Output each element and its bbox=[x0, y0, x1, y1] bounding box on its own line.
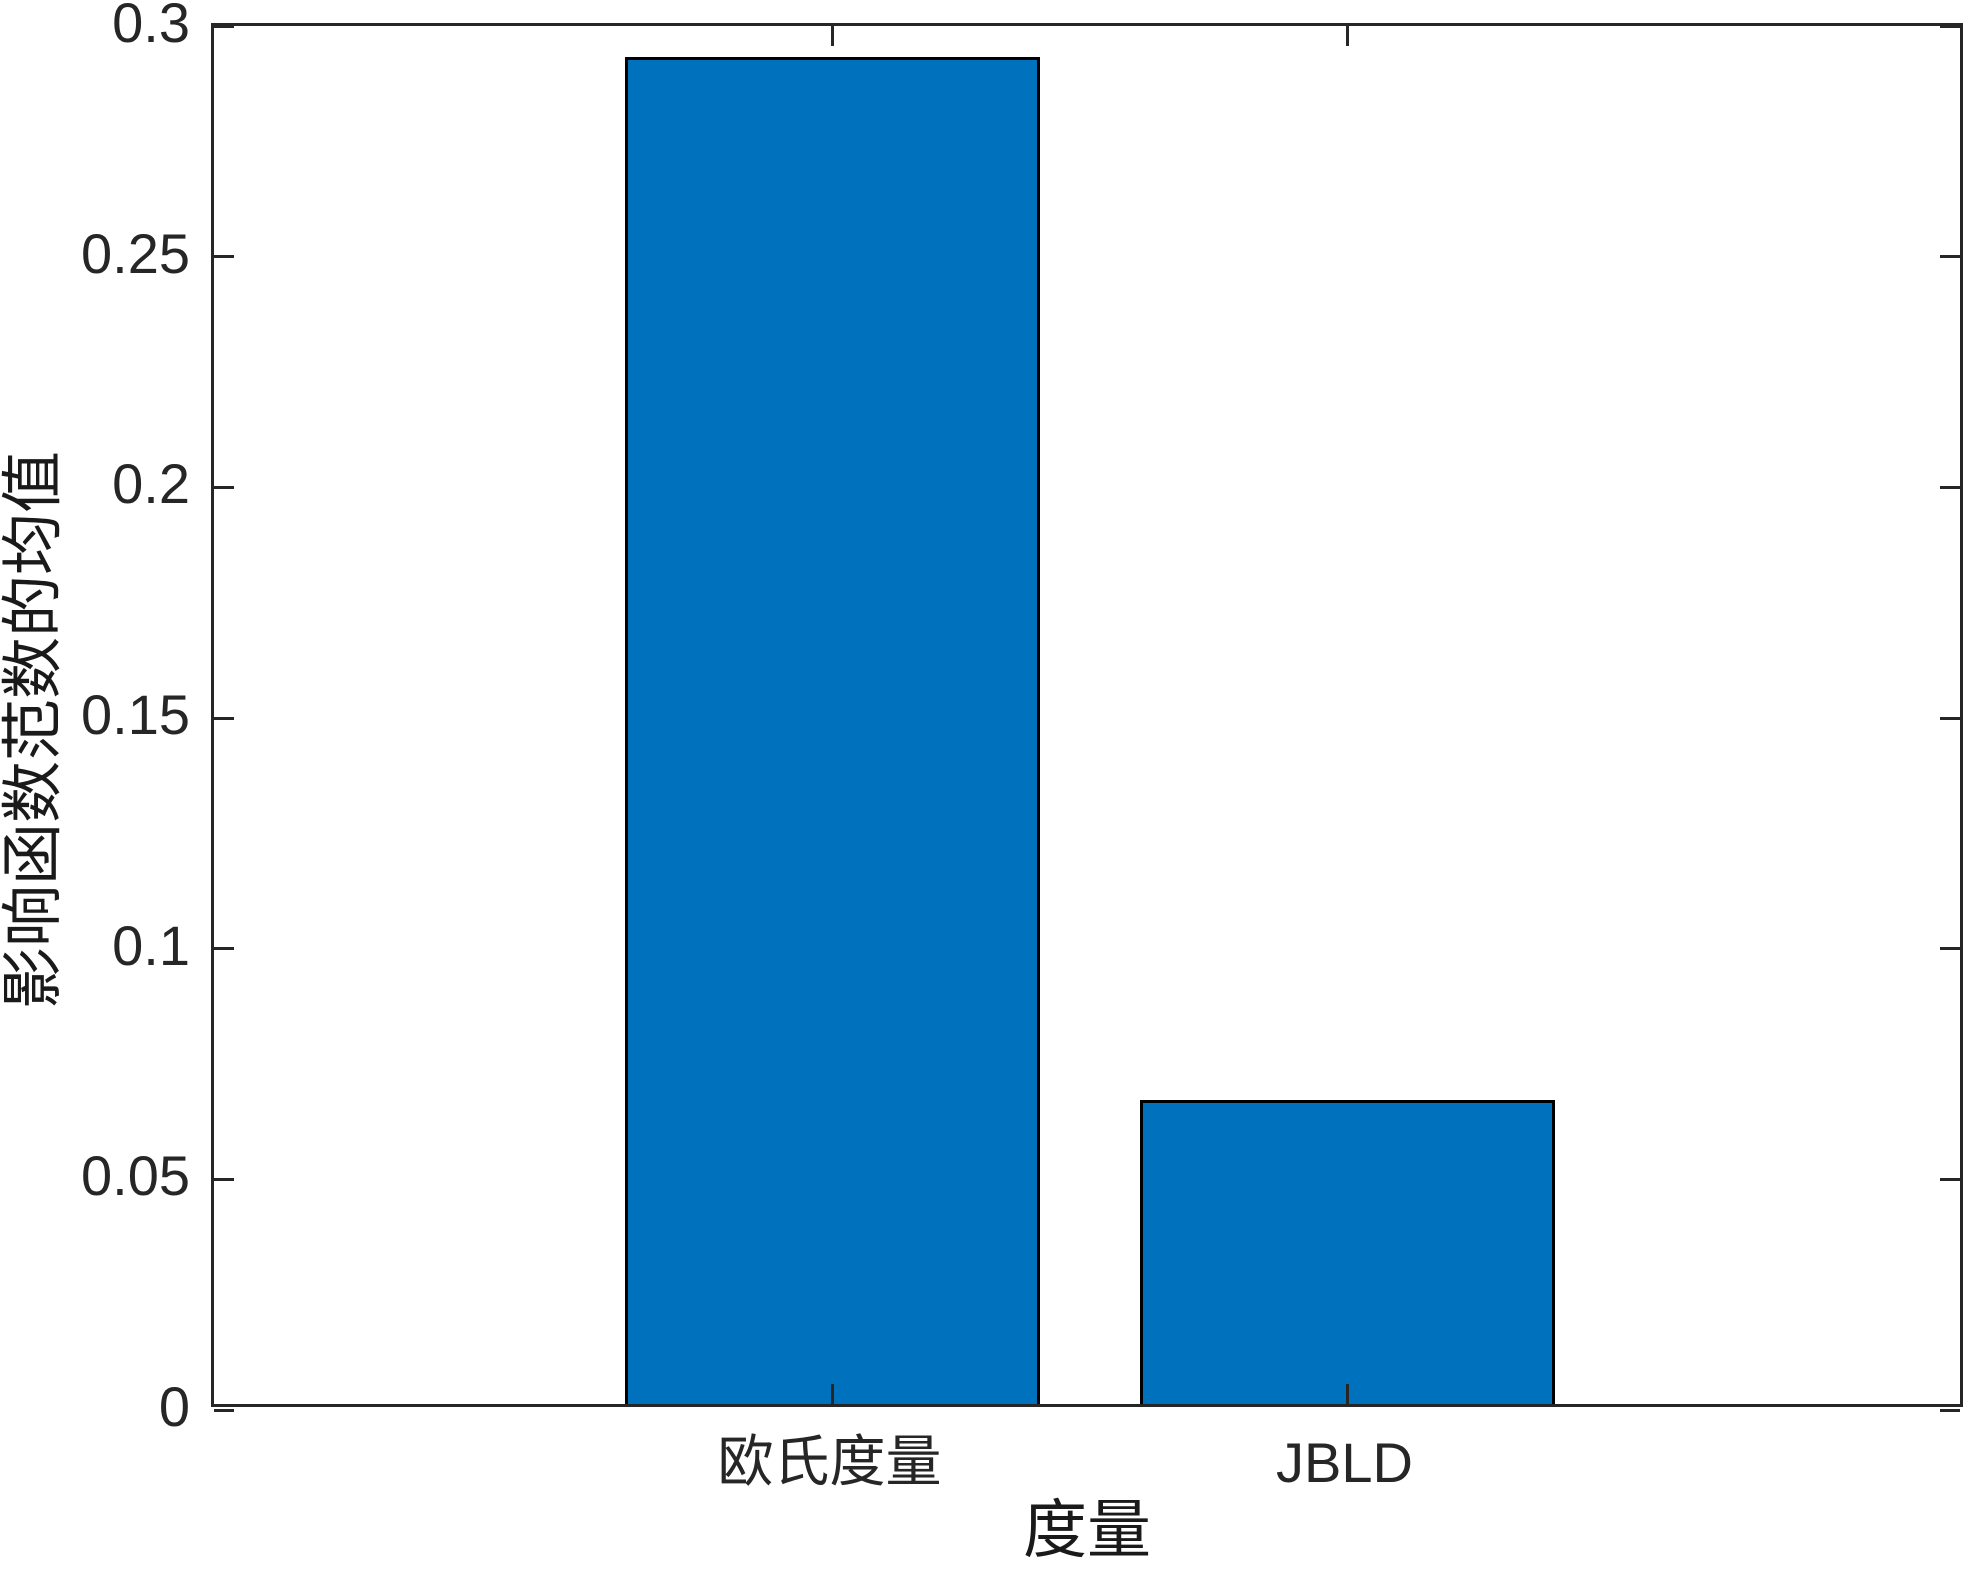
x-axis-tick-bottom bbox=[1346, 1384, 1349, 1404]
y-axis-tick-left bbox=[214, 485, 234, 489]
y-axis-tick-left bbox=[214, 24, 234, 28]
y-axis-tick-right bbox=[1940, 485, 1960, 489]
x-axis-tick-top bbox=[1346, 26, 1349, 46]
y-axis-tick-left bbox=[214, 947, 234, 951]
bar-1 bbox=[624, 56, 1040, 1404]
y-axis-tick-right bbox=[1940, 947, 1960, 951]
y-tick-label: 0.3 bbox=[112, 0, 190, 54]
y-tick-label: 0 bbox=[158, 1375, 190, 1438]
y-axis-tick-left bbox=[214, 1177, 234, 1181]
y-axis-tick-right bbox=[1940, 1177, 1960, 1181]
y-axis-tick-left bbox=[214, 255, 234, 259]
x-axis-tick-top bbox=[831, 26, 834, 46]
x-category-label: JBLD bbox=[1276, 1431, 1413, 1494]
bar-2 bbox=[1139, 1099, 1556, 1404]
y-axis-tick-left bbox=[214, 716, 234, 720]
y-axis-tick-right bbox=[1940, 1408, 1960, 1412]
y-tick-label: 0.25 bbox=[81, 221, 190, 285]
y-axis-tick-left bbox=[214, 1408, 234, 1412]
y-axis-tick-right bbox=[1940, 716, 1960, 720]
x-axis-tick-bottom bbox=[831, 1384, 834, 1404]
y-tick-label: 0.1 bbox=[112, 913, 190, 977]
y-tick-label: 0.15 bbox=[81, 683, 190, 746]
y-axis-tick-right bbox=[1940, 24, 1960, 28]
y-tick-label: 0.05 bbox=[81, 1144, 190, 1208]
x-axis-label: 度量 bbox=[1023, 1495, 1151, 1566]
y-tick-label: 0.2 bbox=[112, 452, 190, 516]
y-axis-tick-right bbox=[1940, 255, 1960, 259]
x-category-label: 欧氏度量 bbox=[717, 1432, 942, 1494]
plot-area bbox=[211, 23, 1963, 1412]
